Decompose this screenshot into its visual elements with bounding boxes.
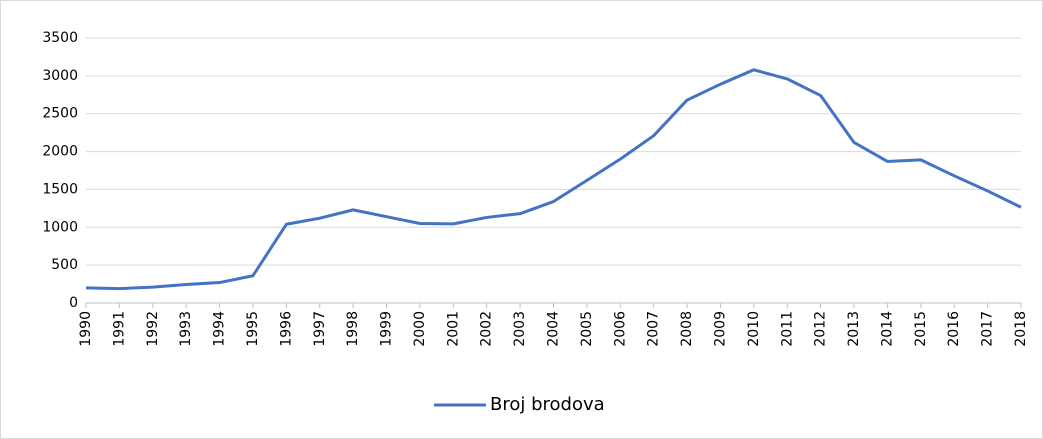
legend-label: Broj brodova — [490, 394, 605, 415]
x-tick-label: 1997 — [312, 311, 328, 347]
x-tick-label: 1994 — [212, 311, 228, 347]
x-tick-label: 1992 — [145, 311, 161, 347]
y-tick-label: 3000 — [42, 68, 78, 84]
x-tick-label: 2009 — [712, 311, 728, 347]
x-tick-label: 2012 — [813, 311, 829, 347]
y-tick-label: 2000 — [42, 144, 78, 160]
y-tick-label: 3500 — [42, 30, 78, 46]
y-tick-label: 2500 — [42, 106, 78, 122]
x-tick-label: 1990 — [78, 311, 94, 347]
x-tick-label: 2014 — [879, 311, 895, 347]
x-tick-label: 2003 — [512, 311, 528, 347]
x-tick-label: 2006 — [612, 311, 628, 347]
x-tick-label: 2015 — [913, 311, 929, 347]
x-tick-label: 2008 — [679, 311, 695, 347]
x-tick-label: 2017 — [980, 311, 996, 347]
y-tick-label: 1000 — [42, 219, 78, 235]
y-tick-label: 1500 — [42, 181, 78, 197]
x-tick-label: 2018 — [1013, 311, 1029, 347]
y-tick-label: 0 — [69, 295, 78, 311]
x-tick-label: 2016 — [946, 311, 962, 347]
x-tick-label: 1998 — [345, 311, 361, 347]
x-tick-label: 2001 — [445, 311, 461, 347]
x-tick-label: 1993 — [178, 311, 194, 347]
x-tick-label: 2000 — [412, 311, 428, 347]
x-tick-label: 1996 — [278, 311, 294, 347]
x-tick-label: 2004 — [546, 311, 562, 347]
x-tick-label: 1999 — [379, 311, 395, 347]
x-tick-label: 2010 — [746, 311, 762, 347]
y-tick-label: 500 — [51, 257, 78, 273]
x-tick-label: 2005 — [579, 311, 595, 347]
x-tick-label: 2011 — [779, 311, 795, 347]
x-tick-label: 1995 — [245, 311, 261, 347]
x-tick-label: 2002 — [479, 311, 495, 347]
line-series — [85, 68, 1022, 291]
x-tick-label: 1991 — [111, 311, 127, 347]
x-tick-label: 2013 — [846, 311, 862, 347]
x-tick-label: 2007 — [646, 311, 662, 347]
